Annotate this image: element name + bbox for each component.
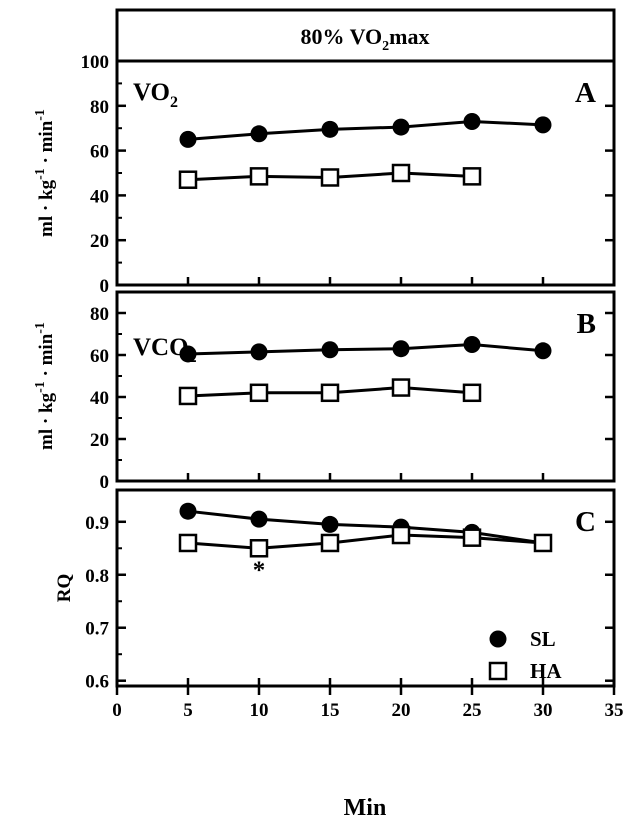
- data-point-sl: [179, 502, 197, 520]
- y-tick-label: 0.6: [85, 672, 109, 693]
- data-point-sl: [463, 112, 481, 130]
- legend-marker-sl: [489, 630, 507, 648]
- data-point-ha: [533, 533, 553, 553]
- panel-a-ylabel: ml · kg-1 · min-1: [33, 109, 57, 237]
- data-point-ha: [320, 383, 340, 403]
- data-point-sl: [534, 116, 552, 134]
- panel-c-ylabel: RQ: [54, 574, 75, 603]
- x-axis-label: Min: [344, 795, 387, 821]
- data-point-sl: [321, 515, 339, 533]
- data-point-sl: [321, 341, 339, 359]
- data-point-sl: [392, 118, 410, 136]
- x-tick-label: 5: [183, 700, 193, 721]
- y-tick-label: 40: [90, 186, 109, 207]
- x-tick-label: 20: [392, 700, 411, 721]
- y-tick-label: 0.8: [85, 566, 109, 587]
- data-point-ha: [391, 525, 411, 545]
- y-tick-label: 20: [90, 231, 109, 252]
- x-tick-label: 25: [463, 700, 482, 721]
- x-tick-label: 30: [534, 700, 553, 721]
- data-point-sl: [534, 342, 552, 360]
- legend-item-ha: HA: [488, 659, 562, 683]
- panel-a-letter: A: [575, 77, 596, 109]
- y-tick-label: 0: [100, 276, 110, 297]
- x-axis: 0 5 10 15 20 25 30 35: [112, 686, 624, 721]
- y-tick-label: 100: [81, 52, 110, 73]
- data-point-ha: [178, 533, 198, 553]
- y-tick-label: 40: [90, 388, 109, 409]
- x-tick-label: 35: [605, 700, 624, 721]
- panel-c-frame: [115, 488, 616, 688]
- panel-b-frame: [115, 290, 616, 483]
- panel-b-letter: B: [577, 308, 596, 340]
- data-point-sl: [250, 125, 268, 143]
- data-point-ha: [178, 170, 198, 189]
- data-point-ha: [391, 378, 411, 397]
- header-title: 80% VO2max: [301, 24, 430, 54]
- panel-b-ylabel: ml · kg-1 · min-1: [33, 322, 57, 450]
- header-frame: [115, 8, 616, 63]
- panel-a: A VO2 ml · kg-1 · min-1 0 20 40 60 80 100: [33, 52, 616, 297]
- data-point-sl: [179, 345, 197, 363]
- series-line-sl: [187, 509, 544, 545]
- data-point-ha: [249, 383, 269, 403]
- significance-marker: *: [253, 557, 266, 584]
- data-point-sl: [250, 343, 268, 361]
- y-tick-label: 20: [90, 430, 109, 451]
- legend-label-ha: HA: [530, 659, 562, 683]
- figure-header: 80% VO2max: [115, 8, 616, 63]
- y-tick-label: 60: [90, 142, 109, 163]
- data-point-sl: [179, 130, 197, 148]
- data-point-ha: [249, 539, 269, 558]
- data-point-ha: [320, 533, 340, 553]
- legend: SL HA: [488, 627, 562, 683]
- panel-a-series-label: VO2: [133, 79, 178, 111]
- data-point-ha: [391, 163, 411, 183]
- x-tick-label: 10: [250, 700, 269, 721]
- y-tick-label: 0.7: [85, 619, 109, 640]
- y-tick-label: 80: [90, 97, 109, 118]
- data-point-sl: [250, 510, 268, 528]
- panel-c-letter: C: [575, 506, 596, 538]
- y-tick-label: 80: [90, 304, 109, 325]
- data-point-ha: [178, 386, 198, 406]
- x-tick-label: 0: [112, 700, 122, 721]
- data-point-ha: [462, 383, 482, 403]
- data-point-ha: [462, 528, 482, 547]
- data-point-ha: [462, 167, 482, 186]
- x-tick-label: 15: [321, 700, 340, 721]
- y-tick-label: 60: [90, 346, 109, 367]
- series-line-sl: [187, 119, 544, 141]
- legend-item-sl: SL: [489, 627, 556, 651]
- y-tick-label: 0.9: [85, 513, 109, 534]
- series-line-sl: [187, 342, 544, 356]
- data-point-sl: [463, 336, 481, 353]
- y-tick-label: 0: [100, 472, 110, 493]
- legend-marker-ha: [488, 661, 508, 681]
- series-line-ha: [187, 533, 544, 550]
- data-point-ha: [320, 168, 340, 187]
- data-point-ha: [249, 167, 269, 186]
- data-point-sl: [392, 340, 410, 358]
- legend-label-sl: SL: [530, 627, 556, 651]
- panel-c: C RQ 0.6 0.7 0.8 0.9 *: [54, 488, 616, 693]
- data-point-sl: [321, 120, 339, 138]
